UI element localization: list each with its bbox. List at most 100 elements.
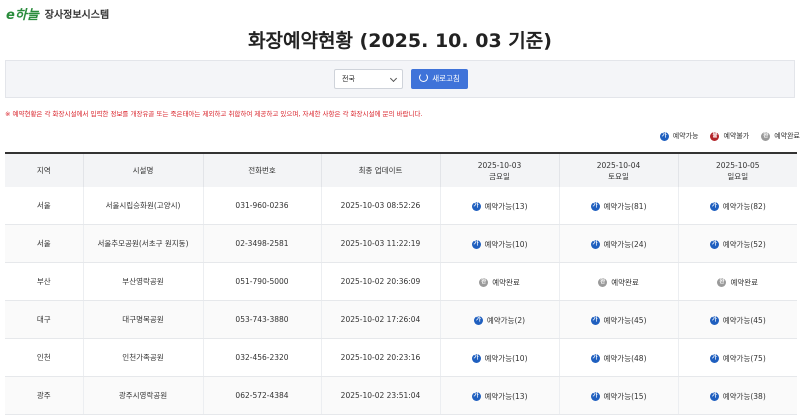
table-cell: 서울 [5,224,83,263]
legend-label: 예약불가 [723,132,750,140]
table-row: 광주 광주시영락공원 062-572-4384 2025-10-02 23:51:04… [5,376,797,415]
column-sub: 일요일 [727,171,749,181]
status-icon: 가 [590,239,600,249]
column-label: 2025-10-05 [715,160,760,170]
table-cell: 031-960-0236 [202,187,321,225]
status-text: 예약가능(13) [484,391,528,401]
page-title: 화장예약현황 (2025. 10. 03 기준) [248,30,552,52]
legend-icon: 불 [710,131,720,141]
status: 완 예약완료 [717,277,758,288]
table-row: 서울 서울추모공원(서초구 원지동) 02-3498-2581 2025-10-03 … [5,224,797,263]
status-cell: 가 예약가능(45) [677,300,797,339]
status-icon: 가 [709,353,719,363]
status-icon: 가 [709,239,719,249]
table-cell: 대구명복공원 [82,300,203,339]
table-row: 인천 인천가족공원 032-456-2320 2025-10-02 20:23:16 가… [5,338,797,377]
status-icon: 가 [590,201,600,211]
column-sub: 토요일 [608,171,629,181]
table-cell: 2025-10-02 20:36:09 [320,262,440,301]
status-cell: 완 예약완료 [439,262,559,301]
region-select[interactable]: 전국 [334,69,403,89]
column-label: 전화번호 [248,166,276,175]
table-row: 대구 대구명복공원 053-743-3880 2025-10-02 17:26:04 가… [5,300,797,339]
status-icon: 가 [590,315,600,325]
table-cell: 2025-10-02 17:26:04 [320,300,440,339]
status-icon: 가 [473,315,483,325]
column-header: 전화번호 [202,153,321,187]
status: 가 예약가능(38) [709,391,766,402]
table-cell: 062-572-4384 [202,376,321,415]
column-header: 2025-10-05 일요일 [677,153,797,187]
legend-item: 완 예약완료 [761,131,800,141]
status-cell: 가 예약가능(2) [439,300,559,339]
legend-item: 가 예약가능 [659,131,698,141]
table-cell: 대구 [5,300,83,339]
page: {"header": {"logo": "e하늘", "system_name"… [0,0,800,401]
column-label: 최종 업데이트 [358,166,403,175]
header-row: 지역 시설명 전화번호 최종 업데이트 2025-10-03 금요일 2025-10-04 토… [5,153,797,187]
table-cell: 광주 [5,376,83,415]
status: 가 예약가능(45) [709,315,766,326]
status-icon: 가 [709,315,719,325]
status-cell: 가 예약가능(75) [677,338,797,377]
status-cell: 가 예약가능(13) [439,376,559,415]
status-text: 예약가능(13) [484,201,528,211]
table-row: 부산 부산영락공원 051-790-5000 2025-10-02 20:36:09 완… [5,262,797,301]
status-icon: 완 [479,277,489,287]
status-cell: 가 예약가능(81) [558,187,678,225]
status-text: 예약가능(52) [722,239,766,249]
table-cell: 부산 [5,262,83,301]
legend-label: 예약완료 [774,132,800,140]
status-text: 예약가능(75) [722,353,766,363]
system-name: 장사정보시스템 [44,10,110,21]
column-header: 시설명 [82,153,203,187]
status-text: 예약가능(48) [603,353,647,363]
table-cell: 서울추모공원(서초구 원지동) [82,224,203,263]
status-icon: 가 [471,239,481,249]
status-text: 예약가능(10) [484,353,528,363]
refresh-button[interactable]: 새로고침 [411,69,468,89]
status-text: 예약가능(82) [722,201,766,211]
table-cell: 2025-10-03 11:22:19 [320,224,440,263]
legend-icon: 완 [761,131,771,141]
table-cell: 02-3498-2581 [202,224,321,263]
refresh-icon [419,73,429,82]
status: 가 예약가능(48) [590,353,647,364]
status-cell: 가 예약가능(24) [558,224,678,263]
status: 가 예약가능(82) [709,201,766,212]
status: 가 예약가능(52) [709,239,766,250]
notice: ※ 예약현황은 각 화장시설에서 입력한 정보를 개장유골 또는 죽은태아는 제… [5,110,423,118]
table-cell: 인천가족공원 [82,338,203,377]
status-cell: 완 예약완료 [558,262,678,301]
status-text: 예약가능(81) [603,201,647,211]
status-text: 예약가능(15) [603,391,647,401]
status: 가 예약가능(13) [471,201,528,212]
status: 가 예약가능(10) [471,239,528,250]
column-header: 지역 [5,153,83,187]
column-sub: 금요일 [489,171,510,181]
status-cell: 완 예약완료 [677,262,797,301]
logo[interactable]: e하늘 장사정보시스템 [6,4,109,23]
table-cell: 서울시립승화원(고양시) [82,187,203,225]
status-cell: 가 예약가능(10) [439,224,559,263]
column-label: 시설명 [132,166,154,175]
table-body: 서울 서울시립승화원(고양시) 031-960-0236 2025-10-03 08:… [5,187,797,415]
status-text: 예약가능(24) [603,239,647,249]
table-cell: 서울 [5,187,83,225]
status: 가 예약가능(13) [471,391,528,402]
status: 가 예약가능(10) [471,353,528,364]
status-icon: 가 [471,391,481,401]
status: 가 예약가능(45) [590,315,647,326]
filter-bar: 전국 새로고침 [5,60,795,98]
table-row: 서울 서울시립승화원(고양시) 031-960-0236 2025-10-03 08:… [5,187,797,225]
table-cell: 부산영락공원 [82,262,203,301]
status-icon: 가 [471,353,481,363]
status: 가 예약가능(2) [473,315,525,326]
table-cell: 032-456-2320 [202,338,321,377]
status-icon: 완 [717,277,727,287]
table-cell: 광주시영락공원 [82,376,203,415]
table-cell: 051-790-5000 [202,262,321,301]
status-cell: 가 예약가능(38) [677,376,797,415]
status-cell: 가 예약가능(13) [439,187,559,225]
status-icon: 가 [709,391,719,401]
